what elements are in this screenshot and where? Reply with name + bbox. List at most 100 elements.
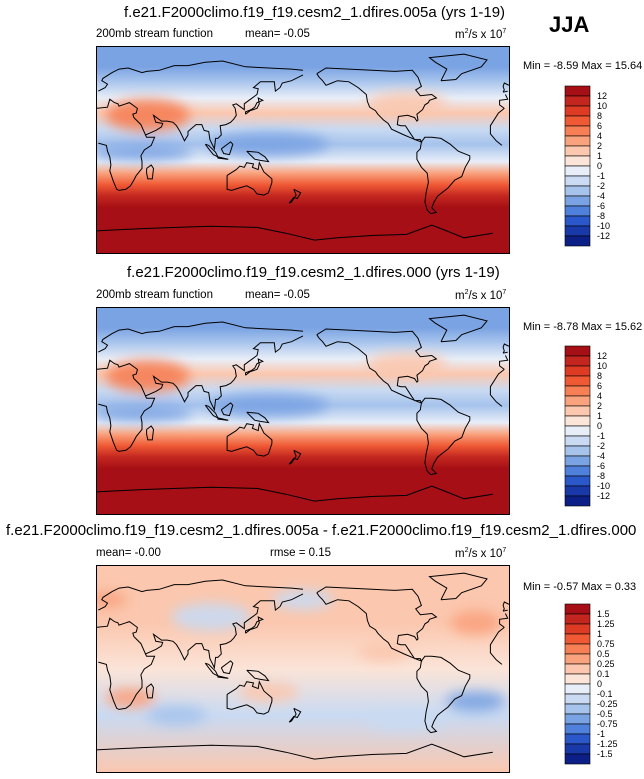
coastline bbox=[204, 404, 220, 420]
field-anomaly bbox=[208, 132, 329, 157]
field-anomaly bbox=[105, 687, 156, 708]
coastline bbox=[217, 675, 229, 679]
coastline bbox=[246, 150, 270, 163]
season-label: JJA bbox=[549, 12, 590, 37]
colorbar-tick-label: 6 bbox=[597, 121, 602, 131]
coastline bbox=[98, 60, 509, 109]
coastline bbox=[226, 680, 273, 715]
colorbar-swatch bbox=[564, 445, 591, 457]
colorbar-tick-label: -8 bbox=[597, 471, 605, 481]
coastline bbox=[146, 683, 155, 699]
field-anomaly bbox=[358, 641, 409, 662]
coastline bbox=[98, 321, 509, 370]
colorbar-tick-label: 10 bbox=[597, 361, 607, 371]
colorbar-swatch bbox=[564, 195, 591, 207]
coastline bbox=[98, 627, 505, 710]
coastline bbox=[502, 82, 510, 93]
colorbar-swatch bbox=[564, 475, 591, 487]
colorbar-tick-label: 0 bbox=[597, 679, 602, 689]
colorbar-tick-label: 6 bbox=[597, 381, 602, 391]
panel3-mean: mean= -0.00 bbox=[96, 547, 161, 559]
colorbar-swatch bbox=[564, 185, 591, 197]
colorbar-swatch bbox=[564, 603, 591, 615]
field-anomaly bbox=[208, 393, 329, 418]
colorbar-swatch bbox=[564, 355, 591, 367]
coastline bbox=[220, 402, 234, 417]
colorbar-tick-label: -4 bbox=[597, 451, 605, 461]
panel3-units: m2/s x 107 bbox=[455, 547, 507, 560]
coastline bbox=[416, 397, 471, 476]
colorbar-tick-label: 0.75 bbox=[597, 639, 615, 649]
panel1-map bbox=[96, 46, 510, 254]
coastline bbox=[220, 141, 234, 156]
colorbar-swatch bbox=[564, 95, 591, 107]
coastline bbox=[245, 358, 265, 376]
colorbar-tick-label: -1 bbox=[597, 431, 605, 441]
panel3-rmse: rmse = 0.15 bbox=[270, 547, 332, 559]
colorbar-swatch bbox=[564, 365, 591, 377]
colorbar-swatch bbox=[564, 155, 591, 167]
colorbar-swatch bbox=[564, 175, 591, 187]
panel1-minmax: Min = -8.59 Max = 15.64 bbox=[523, 60, 643, 72]
colorbar-swatch bbox=[564, 643, 591, 655]
colorbar-swatch bbox=[564, 673, 591, 685]
coastline bbox=[502, 343, 510, 354]
coastline bbox=[226, 422, 273, 457]
colorbar-swatch bbox=[564, 345, 591, 357]
colorbar-swatch bbox=[564, 703, 591, 715]
colorbar-swatch bbox=[564, 733, 591, 745]
colorbar-tick-label: 12 bbox=[597, 91, 607, 101]
colorbar-swatch bbox=[564, 633, 591, 645]
field-anomaly bbox=[96, 144, 192, 161]
colorbar-swatch bbox=[564, 465, 591, 477]
colorbar-swatch bbox=[564, 375, 591, 387]
coastline bbox=[96, 743, 493, 760]
field-anomaly bbox=[105, 360, 190, 393]
coastline bbox=[226, 161, 273, 196]
colorbar-swatch bbox=[564, 613, 591, 625]
colorbar-swatch bbox=[564, 743, 591, 755]
panel1-units: m2/s x 107 bbox=[455, 28, 507, 41]
colorbar-tick-label: -8 bbox=[597, 211, 605, 221]
colorbar-swatch bbox=[564, 405, 591, 417]
field-anomaly bbox=[273, 589, 333, 610]
colorbar-swatch bbox=[564, 225, 591, 237]
coastline bbox=[146, 425, 155, 441]
colorbar-tick-label: 1.5 bbox=[597, 609, 610, 619]
field-anomaly bbox=[450, 610, 501, 635]
colorbar-swatch bbox=[564, 455, 591, 467]
panel2-title: f.e21.F2000climo.f19_f19.cesm2_1.dfires.… bbox=[127, 264, 500, 281]
colorbar-tick-label: 8 bbox=[597, 111, 602, 121]
field-anomaly bbox=[445, 691, 506, 712]
panel2-minmax: Min = -8.78 Max = 15.62 bbox=[523, 321, 643, 333]
colorbar-tick-label: 4 bbox=[597, 131, 602, 141]
coastline bbox=[96, 224, 493, 241]
colorbar-tick-label: -1.5 bbox=[597, 749, 613, 759]
colorbar-swatch bbox=[564, 415, 591, 427]
colorbar-swatch bbox=[564, 235, 591, 247]
colorbar-swatch bbox=[564, 435, 591, 447]
coastline bbox=[246, 669, 270, 682]
colorbar-tick-label: -1.25 bbox=[597, 739, 618, 749]
coastline bbox=[288, 188, 302, 204]
colorbar-swatch bbox=[564, 653, 591, 665]
field-anomaly bbox=[366, 91, 447, 116]
colorbar-swatch bbox=[564, 145, 591, 157]
coastline bbox=[316, 328, 438, 404]
colorbar-swatch bbox=[564, 713, 591, 725]
colorbar-tick-label: -0.75 bbox=[597, 719, 618, 729]
field-anomaly bbox=[171, 603, 251, 631]
coastline bbox=[146, 164, 155, 180]
panel1-title: f.e21.F2000climo.f19_f19.cesm2_1.dfires.… bbox=[124, 4, 506, 21]
colorbar-swatch bbox=[564, 663, 591, 675]
map-frame bbox=[96, 46, 510, 254]
coastline bbox=[96, 485, 493, 502]
colorbar-swatch bbox=[564, 485, 591, 497]
colorbar-swatch bbox=[564, 495, 591, 507]
panel3-title: f.e21.F2000climo.f19_f19.cesm2_1.dfires.… bbox=[6, 522, 637, 539]
colorbar-swatch bbox=[564, 165, 591, 177]
colorbar-swatch bbox=[564, 215, 591, 227]
coastline bbox=[428, 53, 488, 82]
